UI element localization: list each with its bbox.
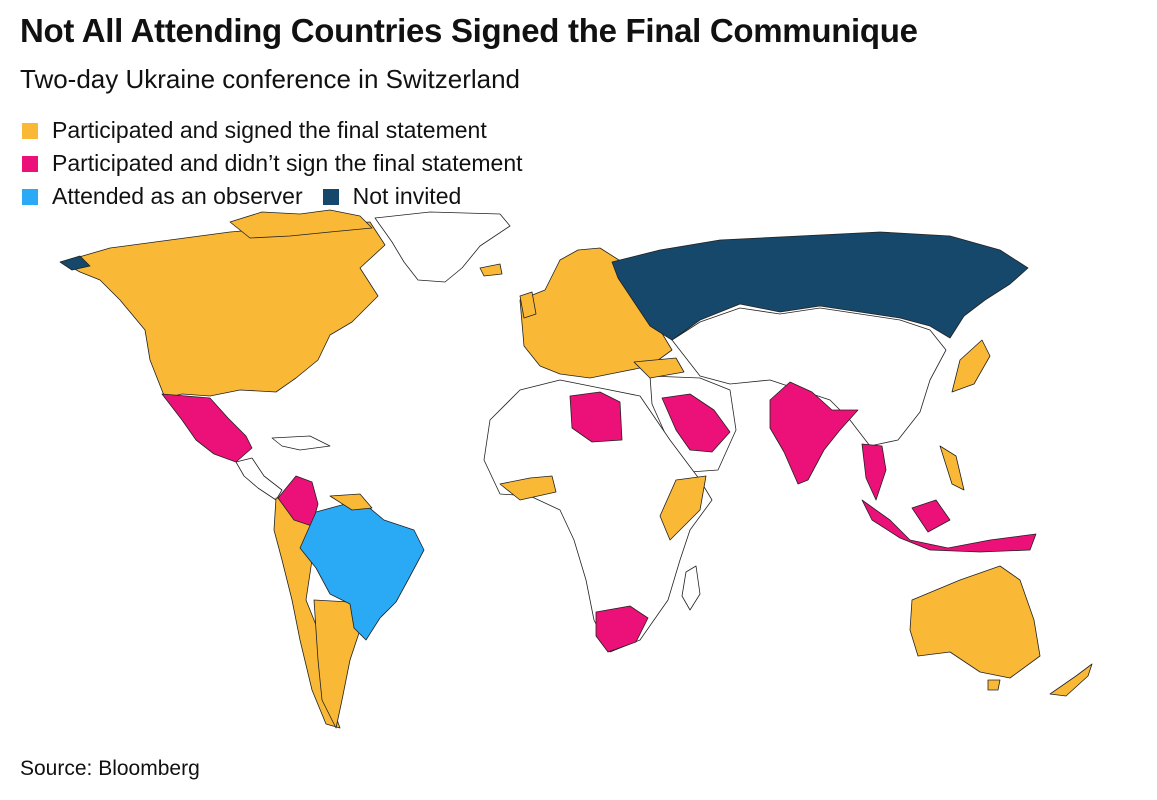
legend-item-not-invited: Not invited — [322, 183, 462, 210]
legend-swatch-not-invited — [322, 188, 339, 205]
legend-item-not-signed: Participated and didn’t sign the final s… — [22, 150, 523, 177]
legend: Participated and signed the final statem… — [22, 114, 543, 213]
region-guianas — [329, 493, 373, 511]
world-map — [59, 209, 1093, 729]
region-borneo — [911, 499, 951, 533]
region-madagascar — [681, 565, 701, 611]
legend-label-signed: Participated and signed the final statem… — [52, 117, 487, 143]
legend-swatch-observer — [22, 188, 38, 205]
region-australia — [909, 565, 1041, 679]
region-north-america — [61, 221, 386, 399]
region-east-africa — [659, 475, 707, 541]
legend-item-observer: Attended as an observer — [22, 183, 303, 210]
region-turkey — [633, 357, 685, 379]
region-tasmania — [987, 679, 1001, 691]
region-libya — [569, 391, 623, 443]
region-south-africa — [595, 605, 649, 653]
chart-title: Not All Attending Countries Signed the F… — [20, 12, 918, 49]
region-thailand — [861, 443, 887, 501]
region-india — [769, 381, 859, 485]
region-japan — [951, 339, 991, 393]
region-caribbean — [271, 435, 331, 451]
region-central-america — [235, 457, 283, 501]
region-iceland — [479, 263, 503, 277]
legend-label-not-signed: Participated and didn’t sign the final s… — [52, 150, 523, 176]
region-new-zealand — [1049, 663, 1093, 697]
legend-item-signed: Participated and signed the final statem… — [22, 117, 487, 144]
region-alaska-west — [59, 255, 91, 271]
legend-label-not-invited: Not invited — [352, 183, 462, 209]
source-note: Source: Bloomberg — [20, 757, 200, 780]
region-indonesia — [861, 499, 1037, 553]
legend-swatch-signed — [22, 122, 38, 139]
region-west-africa — [499, 475, 557, 501]
chart-subtitle: Two-day Ukraine conference in Switzerlan… — [20, 64, 521, 94]
region-philippines — [939, 445, 965, 491]
region-greenland — [374, 211, 511, 283]
region-africa — [483, 379, 713, 653]
region-uk — [519, 291, 537, 319]
region-europe — [519, 247, 673, 379]
region-mexico — [161, 393, 253, 463]
region-saudi-arabia — [661, 393, 731, 453]
legend-swatch-not-signed — [22, 155, 38, 172]
region-russia — [611, 231, 1029, 341]
legend-label-observer: Attended as an observer — [52, 183, 303, 209]
region-brazil — [299, 499, 425, 641]
region-central-asia — [671, 307, 947, 447]
region-canadian-islands — [229, 209, 373, 239]
region-colombia — [277, 475, 319, 527]
